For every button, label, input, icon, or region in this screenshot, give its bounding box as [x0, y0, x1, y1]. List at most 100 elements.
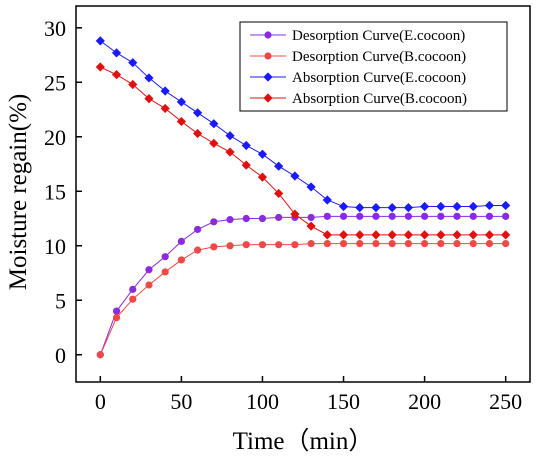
data-point: [452, 201, 462, 212]
data-point: [484, 200, 495, 211]
series-line: [99, 215, 506, 355]
data-point: [160, 103, 170, 114]
data-point: [177, 256, 185, 264]
data-point: [194, 225, 202, 234]
legend: Desorption Curve(E.cocoon) Desorption Cur…: [239, 21, 508, 112]
data-point: [437, 212, 445, 220]
data-point: [356, 239, 364, 248]
data-point: [404, 212, 412, 220]
data-point: [355, 203, 365, 213]
y-tick-label: 20: [44, 125, 66, 150]
data-point: [226, 242, 234, 250]
series-3: [95, 36, 511, 213]
data-point: [322, 195, 332, 205]
data-point: [242, 214, 250, 223]
x-tick-label: 100: [246, 389, 279, 414]
legend-marker: [264, 52, 272, 60]
series-4: [95, 62, 511, 240]
data-point: [193, 128, 203, 139]
legend-label: Absorption Curve(E.cocoon): [292, 70, 466, 86]
data-point: [307, 239, 315, 248]
data-point: [128, 58, 138, 68]
data-point: [258, 214, 267, 223]
data-point: [145, 266, 153, 274]
data-point: [225, 131, 235, 141]
data-point: [502, 239, 510, 248]
axis-ticks: 0 50 100 150 200 250 0 5 10 15 20 25 30: [44, 16, 522, 414]
data-point: [403, 203, 413, 213]
data-point: [453, 212, 461, 220]
data-point: [421, 212, 429, 220]
data-point: [290, 209, 300, 219]
y-tick-label: 15: [44, 179, 66, 204]
data-point: [128, 79, 138, 90]
data-point: [338, 230, 349, 240]
data-point: [502, 212, 510, 220]
data-point: [421, 239, 429, 248]
data-point: [226, 216, 234, 224]
data-point: [258, 241, 267, 249]
data-point: [274, 188, 284, 199]
x-tick-label: 200: [408, 389, 441, 414]
data-point: [452, 230, 462, 240]
data-point: [194, 246, 202, 254]
data-point: [209, 119, 219, 129]
data-point: [95, 62, 105, 72]
data-point: [193, 108, 203, 118]
data-point: [112, 307, 121, 315]
data-point: [387, 203, 397, 213]
y-tick-label: 30: [44, 16, 66, 41]
data-point: [404, 239, 412, 248]
data-point: [275, 213, 283, 222]
data-point: [468, 201, 478, 212]
series-layer: [95, 36, 511, 359]
data-point: [339, 212, 348, 220]
data-point: [339, 239, 348, 248]
x-tick-label: 150: [327, 389, 360, 414]
data-point: [501, 200, 511, 211]
data-point: [161, 268, 169, 276]
y-tick-label: 0: [55, 343, 66, 368]
legend-marker: [263, 72, 273, 82]
data-point: [420, 201, 430, 212]
y-tick-label: 5: [55, 288, 66, 313]
data-point: [274, 161, 284, 171]
data-point: [144, 73, 154, 83]
data-point: [129, 295, 137, 303]
data-point: [355, 230, 365, 240]
data-point: [371, 203, 381, 213]
data-point: [485, 212, 494, 220]
data-point: [210, 243, 218, 251]
data-point: [469, 212, 477, 220]
data-point: [160, 86, 170, 96]
y-tick-label: 25: [44, 70, 66, 95]
x-axis-title: Time（min）: [233, 427, 374, 455]
data-point: [388, 239, 396, 248]
data-point: [371, 230, 381, 240]
data-point: [257, 172, 268, 182]
data-point: [241, 140, 251, 151]
data-point: [372, 239, 380, 248]
data-point: [225, 147, 235, 157]
data-point: [484, 230, 495, 240]
legend-marker: [264, 31, 272, 39]
data-point: [176, 116, 186, 127]
data-point: [306, 182, 316, 192]
data-point: [388, 212, 396, 220]
data-point: [176, 97, 186, 107]
data-point: [291, 241, 299, 249]
data-point: [242, 241, 250, 249]
data-point: [307, 213, 315, 222]
data-point: [469, 239, 477, 248]
data-point: [338, 201, 349, 212]
data-point: [420, 230, 430, 240]
data-point: [177, 237, 185, 246]
data-point: [144, 94, 154, 104]
data-point: [453, 239, 461, 248]
plot-area-frame: [75, 5, 531, 383]
y-tick-label: 10: [44, 234, 66, 259]
data-point: [111, 70, 122, 80]
data-point: [241, 160, 251, 170]
data-point: [436, 230, 446, 240]
